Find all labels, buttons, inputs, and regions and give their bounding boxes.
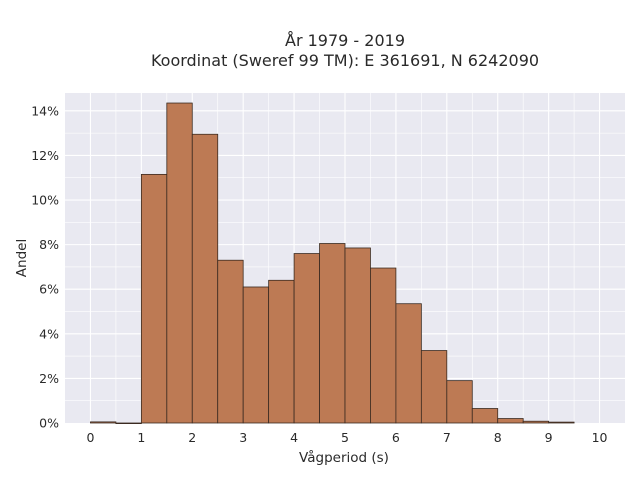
y-tick-label: 4% [39,326,59,341]
histogram-bar [395,303,422,424]
x-tick-label: 1 [137,430,145,445]
histogram-bar [217,259,244,424]
chart-title-line-2: Koordinat (Sweref 99 TM): E 361691, N 62… [151,51,539,70]
y-tick-label: 0% [39,416,59,431]
histogram-bar [293,253,320,424]
histogram-bar [115,422,142,425]
histogram-bar [319,243,346,424]
x-tick-label: 3 [239,430,247,445]
x-axis-ticks: 0 1 2 3 4 5 6 7 8 9 10 [86,430,607,445]
histogram-bar [191,133,219,424]
histogram-bar [370,267,397,424]
histogram-bar [242,286,270,424]
x-tick-label: 8 [494,430,502,445]
histogram-bar [446,380,473,424]
y-tick-label: 12% [31,148,59,163]
histogram-bar [497,418,524,424]
x-tick-label: 10 [592,430,608,445]
bars-layer [90,102,575,425]
x-tick-label: 4 [290,430,298,445]
y-tick-label: 2% [39,371,59,386]
chart-title-line-1: År 1979 - 2019 [285,31,405,50]
x-tick-label: 9 [545,430,553,445]
x-tick-label: 5 [341,430,349,445]
histogram-bar [166,102,193,424]
histogram-bar [522,420,550,424]
histogram-bar [268,279,295,424]
histogram-bar [90,421,117,424]
histogram-bar [344,247,371,424]
histogram-bar [140,173,168,424]
y-tick-label: 6% [39,282,59,297]
histogram-bar [471,408,499,424]
x-tick-label: 2 [188,430,196,445]
x-tick-label: 0 [86,430,94,445]
y-axis-ticks: 0% 2% 4% 6% 8% 10% 12% 14% [31,103,59,430]
histogram-bar [548,421,575,424]
y-tick-label: 14% [31,103,59,118]
y-axis-label: Andel [14,239,30,277]
y-tick-label: 8% [39,237,59,252]
y-tick-label: 10% [31,193,59,208]
x-tick-label: 6 [392,430,400,445]
x-axis-label: Vågperiod (s) [299,449,389,466]
x-tick-label: 7 [443,430,451,445]
histogram-bar [420,350,448,424]
